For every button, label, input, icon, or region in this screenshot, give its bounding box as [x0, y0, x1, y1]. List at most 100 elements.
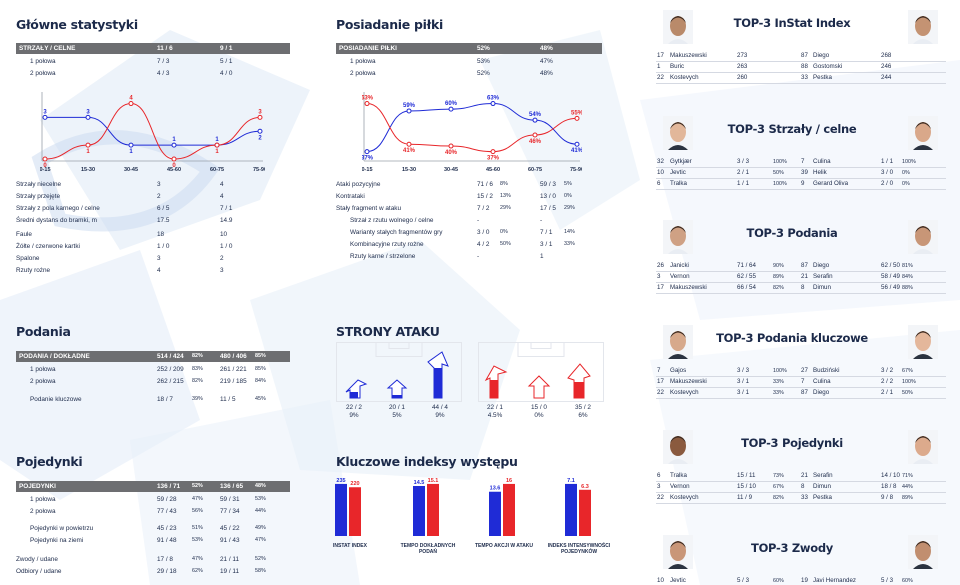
- right-attack-arrow: [427, 351, 449, 399]
- bar-team-a: [413, 485, 425, 536]
- header-label: STRZAŁY / CELNE: [19, 45, 76, 52]
- attack-count: 20 / 1: [389, 404, 405, 411]
- player-row: 17 Makuszewski 3 / 1 33% 7 Culina 2 / 2 100%: [656, 377, 946, 388]
- bar-team-b: [349, 487, 361, 536]
- player-pct: 33%: [773, 379, 784, 385]
- player-value: 11 / 9: [737, 494, 753, 501]
- data-point: [85, 114, 91, 120]
- attack-pct: 4.5%: [487, 412, 503, 419]
- row-pct-a: 47%: [192, 556, 203, 562]
- row-value-b: 47%: [540, 58, 553, 65]
- row-value-b: 261 / 221: [220, 366, 247, 373]
- player-value: 5 / 3: [737, 577, 750, 584]
- player-number: 21: [801, 273, 808, 280]
- player-number: 10: [657, 577, 664, 584]
- row-value-b: -: [540, 217, 543, 224]
- table-row: 2 połowa 4 / 3 4 / 0: [16, 69, 290, 78]
- row-value-a: 91 / 48: [157, 537, 177, 544]
- row-value-b: 7 / 1: [220, 205, 233, 212]
- player-value: 3 / 3: [737, 367, 750, 374]
- row-label: Strzał z rzutu wolnego / celne: [350, 217, 434, 224]
- header-team-a: 136 / 71: [157, 483, 181, 490]
- header-pct-a: 82%: [192, 353, 203, 359]
- player-photo: [908, 10, 938, 44]
- player-name: Kostevych: [670, 389, 699, 396]
- attack-count: 44 / 4: [432, 404, 448, 411]
- row-label: Faule: [16, 231, 32, 238]
- player-number: 87: [801, 262, 808, 269]
- x-tick-label: 15-30: [402, 167, 416, 173]
- player-value: 5 / 3: [881, 577, 894, 584]
- player-number: 87: [801, 52, 808, 59]
- x-tick-label: 45-60: [167, 167, 181, 173]
- row-pct-b: 52%: [255, 556, 266, 562]
- top3-title: TOP-3 Strzały / celne: [727, 122, 857, 136]
- data-point: [364, 101, 370, 107]
- attack-pct: 5%: [392, 412, 402, 419]
- x-tick-label: 60-75: [528, 167, 542, 173]
- row-value-a: -: [477, 253, 480, 260]
- player-pct: 73%: [773, 473, 784, 479]
- player-pct: 0%: [902, 181, 910, 187]
- player-number: 8: [801, 284, 805, 291]
- data-point: [490, 101, 496, 107]
- row-value-b: 14.9: [220, 217, 233, 224]
- bar-team-a: [565, 483, 577, 536]
- player-value: 3 / 1: [737, 378, 750, 385]
- data-label: 4: [129, 96, 133, 102]
- player-name: Dimun: [813, 284, 831, 291]
- player-name: Dimun: [813, 483, 831, 490]
- player-pct: 0%: [902, 170, 910, 176]
- x-tick-label: 75-90: [253, 167, 265, 173]
- data-point: [171, 156, 177, 162]
- data-label: 37%: [362, 156, 374, 162]
- attack-pct: 9%: [349, 412, 359, 419]
- data-point: [574, 115, 580, 121]
- row-value-b: 3 / 1: [540, 241, 553, 248]
- row-label: Średni dystans do bramki, m: [16, 217, 97, 224]
- data-point: [574, 141, 580, 147]
- data-label: 1: [86, 149, 90, 155]
- main-stats-title: Główne statystyki: [16, 17, 138, 32]
- row-pct-b: 85%: [255, 366, 266, 372]
- row-value-b: 219 / 185: [220, 378, 247, 385]
- data-label: 3: [258, 109, 262, 115]
- data-label: 55%: [571, 110, 582, 116]
- bar-label-a: 7.1: [567, 478, 575, 484]
- player-value: 3 / 2: [881, 367, 894, 374]
- player-pct: 33%: [773, 390, 784, 396]
- data-point: [42, 156, 48, 162]
- player-photo: [663, 10, 693, 44]
- player-name: Kostevych: [670, 494, 699, 501]
- shots-by-period-chart: 0-15 15-30 30-45 45-60 60-75 75-90 3 3 1 1 1 2 0 1 4 0 1…: [40, 92, 265, 173]
- player-photo: [908, 430, 938, 464]
- data-point: [128, 142, 134, 148]
- player-name: Gajos: [670, 367, 687, 374]
- attack-count: 15 / 0: [531, 404, 547, 411]
- data-label: 40%: [445, 150, 458, 156]
- row-label: 2 połowa: [30, 70, 56, 77]
- row-value-b: 45 / 22: [220, 525, 240, 532]
- header-label: POSIADANIE PIŁKI: [339, 45, 397, 52]
- row-value-a: 6 / 5: [157, 205, 170, 212]
- player-pct: 89%: [902, 495, 913, 501]
- player-value: 18 / 8: [881, 483, 897, 490]
- series-line: [44, 103, 261, 160]
- player-pct: 82%: [773, 495, 784, 501]
- player-name: Makuszewski: [670, 284, 707, 291]
- row-value-a: 4: [157, 267, 161, 274]
- attack-side-label-a-right: 44 / 4 9%: [420, 404, 460, 420]
- data-label: 63%: [362, 96, 374, 102]
- data-point: [214, 142, 220, 148]
- bar-team-a: [335, 483, 347, 536]
- row-value-b: 2: [220, 255, 224, 262]
- row-value-b: 59 / 3: [540, 181, 556, 188]
- player-name: Jevtic: [670, 169, 686, 176]
- data-label: 1: [129, 149, 133, 155]
- player-number: 10: [657, 169, 664, 176]
- row-value-b: 17 / 5: [540, 205, 556, 212]
- row-value-a: 17.5: [157, 217, 170, 224]
- attack-pct: 9%: [435, 412, 445, 419]
- player-photo: [908, 325, 938, 359]
- row-value-a: 15 / 2: [477, 193, 493, 200]
